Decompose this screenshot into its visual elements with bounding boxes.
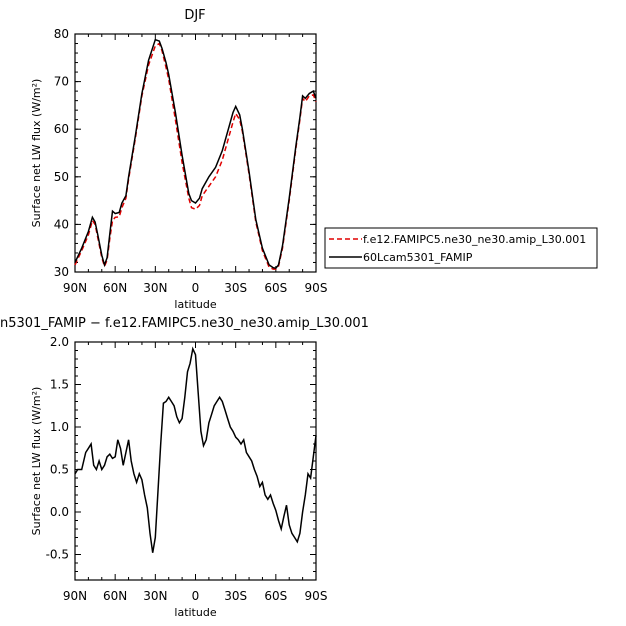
x-tick-label: 30N xyxy=(143,589,167,603)
y-tick-label: 70 xyxy=(54,75,69,89)
x-tick-label: 0 xyxy=(192,589,200,603)
x-tick-label: 90N xyxy=(63,589,87,603)
y-tick-label: -0.5 xyxy=(46,548,69,562)
bottom-panel: 90N 60N 30N 0 30S 60S 90S 2.0 1.5 1.0 0.5 0.0 -0.5 n5… xyxy=(0,316,369,619)
series-line xyxy=(74,346,317,553)
y-tick-label: 0.5 xyxy=(50,463,69,477)
x-tick-label: 90N xyxy=(63,281,87,295)
y-tick-label: 1.5 xyxy=(50,378,69,392)
plot-frame xyxy=(74,33,317,273)
x-tick-label: 30S xyxy=(224,281,247,295)
y-tick-label: 40 xyxy=(54,217,69,231)
plot-frame xyxy=(74,341,317,581)
x-axis-label: latitude xyxy=(174,606,216,619)
legend-label: 60Lcam5301_FAMIP xyxy=(363,251,473,264)
x-tick-label: 0 xyxy=(192,281,200,295)
series-line xyxy=(74,42,317,270)
x-tick-label: 60S xyxy=(264,281,287,295)
top-panel: 90N 60N 30N 0 30S 60S 90S 30 40 50 60 70 80 DJF latitu… xyxy=(30,8,327,311)
y-tick-label: 60 xyxy=(54,122,69,136)
y-tick-label: 80 xyxy=(54,27,69,41)
x-tick-label: 60S xyxy=(264,589,287,603)
series-line xyxy=(74,38,317,270)
y-tick-label: 30 xyxy=(54,265,69,279)
legend: f.e12.FAMIPC5.ne30_ne30.amip_L30.001 60Lc… xyxy=(324,227,598,269)
x-tick-label: 30S xyxy=(224,589,247,603)
x-tick-label: 60N xyxy=(103,281,127,295)
y-tick-label: 50 xyxy=(54,170,69,184)
y-axis-label: Surface net LW flux (W/m²) xyxy=(30,79,43,228)
x-tick-label: 90S xyxy=(305,281,328,295)
chart-title: DJF xyxy=(184,8,205,23)
x-tick-label: 90S xyxy=(305,589,328,603)
x-tick-label: 60N xyxy=(103,589,127,603)
legend-label: f.e12.FAMIPC5.ne30_ne30.amip_L30.001 xyxy=(363,233,586,246)
chart-title: n5301_FAMIP − f.e12.FAMIPC5.ne30_ne30.am… xyxy=(0,316,369,331)
x-axis-label: latitude xyxy=(174,298,216,311)
y-tick-label: 1.0 xyxy=(50,420,69,434)
x-tick-label: 30N xyxy=(143,281,167,295)
y-tick-label: 2.0 xyxy=(50,335,69,349)
y-axis-label: Surface net LW flux (W/m²) xyxy=(30,387,43,536)
legend-box xyxy=(324,227,598,269)
y-tick-label: 0.0 xyxy=(50,505,69,519)
